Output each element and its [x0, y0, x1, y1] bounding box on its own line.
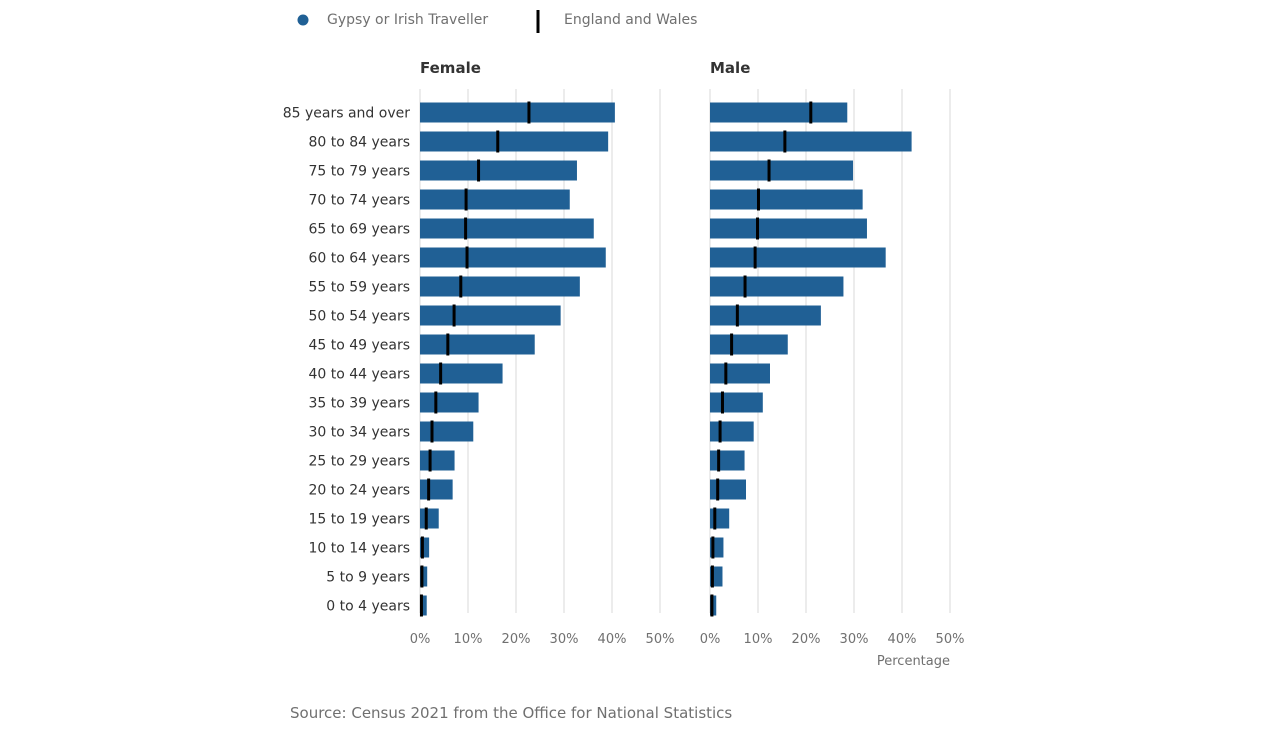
male-bar-11 — [710, 392, 763, 413]
female-bar-16 — [420, 537, 430, 558]
male-bar-14 — [710, 479, 746, 500]
x-ticks-female: 0% 10% 20% 30% 40% 50% — [410, 632, 675, 647]
male-bar-13 — [710, 450, 745, 471]
x-tick-label: 0% — [700, 632, 721, 647]
female-bar-1 — [420, 102, 615, 123]
x-tick-label: 50% — [936, 632, 965, 647]
x-tick-label: 50% — [646, 632, 675, 647]
female-bar-18 — [420, 595, 427, 616]
x-tick-label: 20% — [792, 632, 821, 647]
male-bar-7 — [710, 276, 844, 297]
female-bar-12 — [420, 421, 474, 442]
markers-female — [419, 101, 531, 617]
female-bar-7 — [420, 276, 580, 297]
male-bar-6 — [710, 247, 886, 268]
category-labels: 85 years and over 80 to 84 years 75 to 79 … — [283, 106, 410, 615]
male-bar-4 — [710, 189, 863, 210]
category-label: 60 to 64 years — [308, 251, 410, 267]
category-label: 75 to 79 years — [308, 164, 410, 180]
male-bar-8 — [710, 305, 821, 326]
legend-label-england-wales: England and Wales — [564, 12, 697, 28]
category-label: 35 to 39 years — [308, 396, 410, 412]
female-bar-2 — [420, 131, 609, 152]
male-bar-2 — [710, 131, 912, 152]
female-bar-13 — [420, 450, 455, 471]
male-bar-12 — [710, 421, 754, 442]
female-bar-5 — [420, 218, 594, 239]
male-bar-3 — [710, 160, 854, 181]
panel-female: Female 0% 10% 20% 30% 40% 50% — [410, 59, 675, 647]
female-bar-11 — [420, 392, 479, 413]
x-axis-title: Percentage — [877, 654, 950, 669]
male-bar-15 — [710, 508, 730, 529]
x-tick-label: 10% — [744, 632, 773, 647]
female-bar-17 — [420, 566, 428, 587]
x-tick-label: 10% — [454, 632, 483, 647]
male-bar-9 — [710, 334, 788, 355]
category-label: 55 to 59 years — [308, 280, 410, 296]
x-tick-label: 40% — [888, 632, 917, 647]
male-bar-5 — [710, 218, 867, 239]
bars-female — [420, 102, 615, 616]
panel-male: Male 0% 10% 20% 30% 40% 50% — [700, 59, 965, 647]
category-label: 65 to 69 years — [308, 222, 410, 238]
female-bar-9 — [420, 334, 535, 355]
category-label: 50 to 54 years — [308, 309, 410, 325]
category-label: 45 to 49 years — [308, 338, 410, 354]
category-label: 0 to 4 years — [326, 599, 410, 615]
male-bar-10 — [710, 363, 770, 384]
legend-label-gypsy: Gypsy or Irish Traveller — [327, 12, 488, 28]
x-tick-label: 20% — [502, 632, 531, 647]
category-label: 85 years and over — [283, 106, 410, 122]
female-bar-15 — [420, 508, 439, 529]
panel-title-male: Male — [710, 59, 750, 77]
x-tick-label: 40% — [598, 632, 627, 647]
category-label: 40 to 44 years — [308, 367, 410, 383]
x-tick-label: 30% — [550, 632, 579, 647]
category-label: 5 to 9 years — [326, 570, 410, 586]
panel-title-female: Female — [420, 59, 481, 77]
source-note: Source: Census 2021 from the Office for … — [290, 704, 732, 722]
female-bar-8 — [420, 305, 561, 326]
legend: Gypsy or Irish Traveller England and Wal… — [297, 10, 697, 33]
legend-swatch-gypsy — [297, 14, 309, 26]
female-bar-6 — [420, 247, 606, 268]
female-bar-3 — [420, 160, 577, 181]
female-bar-10 — [420, 363, 503, 384]
category-label: 25 to 29 years — [308, 454, 410, 470]
category-label: 15 to 19 years — [308, 512, 410, 528]
x-tick-label: 30% — [840, 632, 869, 647]
category-label: 70 to 74 years — [308, 193, 410, 209]
category-label: 80 to 84 years — [308, 135, 410, 151]
bars-male — [710, 102, 912, 616]
x-ticks-male: 0% 10% 20% 30% 40% 50% — [700, 632, 965, 647]
x-tick-label: 0% — [410, 632, 431, 647]
category-label: 20 to 24 years — [308, 483, 410, 499]
male-bar-1 — [710, 102, 848, 123]
female-bar-4 — [420, 189, 570, 210]
female-bar-14 — [420, 479, 453, 500]
markers-male — [710, 101, 813, 617]
category-label: 30 to 34 years — [308, 425, 410, 441]
category-label: 10 to 14 years — [308, 541, 410, 557]
